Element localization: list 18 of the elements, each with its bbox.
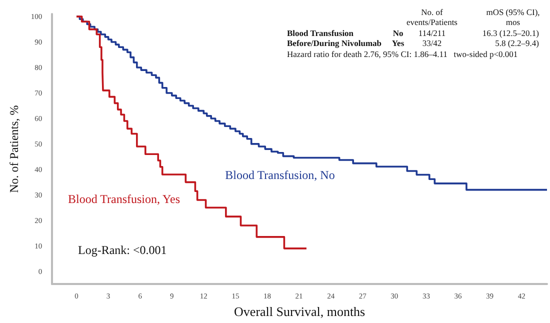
annotation: 114/211 (418, 28, 446, 38)
annotation: mOS (95% CI), (486, 7, 540, 17)
annotation: 5.8 (2.2–9.4) (495, 38, 540, 48)
annotation: Hazard ratio for death 2.76, 95% CI: 1.86–4.11 two-sided p<0.001 (287, 49, 518, 59)
series-label: Blood Transfusion, No (225, 168, 335, 182)
annotation: 33/42 (422, 38, 442, 48)
annotation: Before/During Nivolumab (287, 38, 382, 48)
y-axis-title: No. of Patients, % (7, 105, 21, 193)
annotation: No (392, 28, 404, 38)
annotation: mos (506, 17, 520, 27)
annotation: Log-Rank: <0.001 (78, 243, 167, 257)
annotation: No. of (421, 7, 444, 17)
x-axis-title: Overall Survival, months (234, 304, 366, 319)
annotation: 16.3 (12.5–20.1) (482, 28, 540, 38)
annotation: events/Patients (406, 17, 458, 27)
series-label: Blood Transfusion, Yes (68, 192, 180, 206)
annotation: Blood Transfusion (287, 28, 354, 38)
annotation: Yes (392, 38, 405, 48)
